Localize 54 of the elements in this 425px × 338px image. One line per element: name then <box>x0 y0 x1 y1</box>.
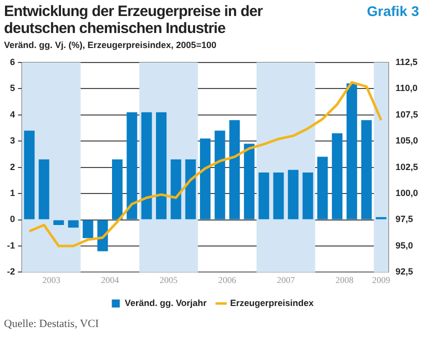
bar <box>170 159 182 220</box>
y2-tick-label: 92,5 <box>395 266 414 277</box>
bar <box>126 112 138 220</box>
y-tick-label: 0 <box>10 214 15 224</box>
y-tick-label: -1 <box>6 240 15 250</box>
chart-subtitle: Veränd. gg. Vj. (%), Erzeugerpreisindex, 2005=100 <box>4 40 216 50</box>
text: Grafik 3 <box>366 3 419 19</box>
bar <box>361 120 372 220</box>
bar <box>273 172 284 220</box>
y2-tick-label: 102,5 <box>395 162 418 172</box>
y-tick-label: -2 <box>6 266 15 277</box>
y2-tick-label: 97,5 <box>395 214 414 224</box>
bar <box>302 172 314 220</box>
y-tick-label: 5 <box>10 83 15 94</box>
x-tick-label: 2003 <box>42 274 61 285</box>
y-tick-label: 4 <box>10 109 15 120</box>
legend-label: Erzeugerpreisindex <box>230 298 314 308</box>
x-tick-label: 2009 <box>372 274 391 285</box>
x-tick-label: 2008 <box>336 274 354 285</box>
y2-tick-label: 112,5 <box>395 56 418 67</box>
bar <box>38 159 50 220</box>
bar <box>332 133 342 220</box>
y-tick-label: 3 <box>10 136 15 146</box>
bar <box>244 144 254 220</box>
x-tick-label: 2007 <box>276 274 296 285</box>
bar <box>214 130 226 220</box>
y2-tick-label: 105,0 <box>395 136 418 146</box>
bar <box>141 112 152 220</box>
y-tick-label: 2 <box>10 162 15 172</box>
bar <box>200 138 211 220</box>
y2-tick-label: 110,0 <box>395 83 418 94</box>
bar <box>185 159 196 220</box>
y2-tick-label: 95,0 <box>395 240 414 250</box>
bar <box>82 220 94 238</box>
bar <box>229 120 240 220</box>
x-tick-label: 2004 <box>100 274 120 285</box>
legend-label: Veränd. gg. Vorjahr <box>124 298 208 308</box>
bar <box>112 159 123 220</box>
bar <box>317 156 328 220</box>
bar <box>53 220 64 225</box>
chart-title: Entwicklung der Erzeugerpreise in der deutschen chemischen Industrie <box>4 3 264 37</box>
source-note: Quelle: Destatis, VCI <box>4 318 99 330</box>
y-tick-label: 1 <box>10 188 15 198</box>
bar <box>288 170 298 220</box>
x-tick-label: 2006 <box>218 274 237 285</box>
y2-tick-label: 100,0 <box>395 188 418 198</box>
bar <box>24 130 35 220</box>
bar <box>156 112 167 220</box>
y2-tick-label: 107,5 <box>395 109 418 120</box>
bar <box>68 220 79 228</box>
bar <box>346 83 358 220</box>
x-tick-label: 2005 <box>160 274 178 285</box>
bar <box>258 172 270 220</box>
y-tick-label: 6 <box>10 56 15 67</box>
